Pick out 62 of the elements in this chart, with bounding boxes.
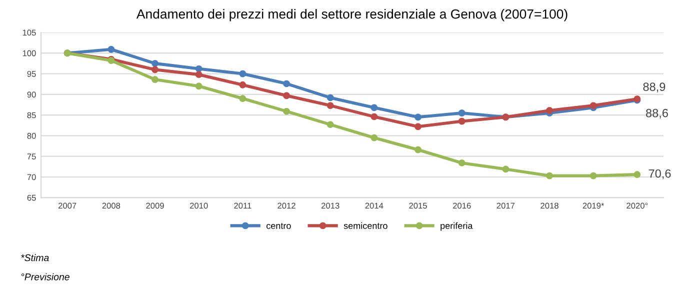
point <box>326 102 334 110</box>
point <box>370 134 378 142</box>
y-tick-label: 65 <box>27 194 36 201</box>
x-tick-label: 2014 <box>365 202 384 209</box>
point <box>152 66 158 74</box>
point <box>458 159 466 166</box>
point <box>414 146 422 154</box>
point <box>239 81 246 88</box>
point <box>283 108 290 115</box>
x-tick-label: 2010 <box>190 202 208 209</box>
point <box>546 107 553 114</box>
text: *Stima <box>21 254 49 262</box>
point <box>283 80 290 88</box>
point <box>546 172 553 180</box>
point <box>458 110 466 116</box>
x-tick-label: 2019* <box>582 202 604 209</box>
point <box>370 113 378 120</box>
y-tick-label: 75 <box>27 154 36 160</box>
x-tick-label: 2011 <box>234 202 252 209</box>
point <box>152 60 158 67</box>
data-label: 70,6 <box>648 169 671 180</box>
x-tick-label: 2017 <box>496 202 515 209</box>
point <box>502 166 510 173</box>
point <box>414 114 422 121</box>
y-tick-label: 90 <box>27 92 36 98</box>
point <box>152 76 158 84</box>
y-tick-label: 95 <box>27 70 36 77</box>
text: °Previsione <box>21 273 70 280</box>
point <box>370 104 378 112</box>
point <box>195 65 202 72</box>
point <box>239 95 246 102</box>
y-tick-label: 80 <box>27 132 36 139</box>
point <box>590 172 597 180</box>
point <box>195 71 202 78</box>
y-tick-label: 105 <box>22 30 36 36</box>
y-tick-label: 85 <box>27 112 36 118</box>
y-tick-label: 70 <box>27 174 36 180</box>
legend-label: periferia <box>440 222 473 231</box>
point <box>239 70 246 78</box>
chart-title: Andamento dei prezzi medi del settore residenziale a Genova (2007=100) <box>136 9 568 22</box>
point <box>108 46 115 53</box>
x-tick-label: 2013 <box>321 202 340 209</box>
x-tick-label: 2020° <box>626 202 648 209</box>
point <box>283 92 290 100</box>
x-tick-label: 2008 <box>102 202 120 209</box>
x-tick-label: 2009 <box>146 202 164 209</box>
point <box>326 94 334 102</box>
point <box>195 82 202 90</box>
point <box>326 121 334 128</box>
point <box>458 118 466 125</box>
x-tick-label: 2016 <box>452 202 471 209</box>
legend-label: centro <box>266 223 291 229</box>
point <box>414 123 422 130</box>
x-tick-label: 2007 <box>58 202 76 209</box>
legend-label: semicentro <box>344 222 388 229</box>
y-tick-label: 100 <box>22 50 36 56</box>
data-label: 88,9 <box>643 82 666 92</box>
x-tick-label: 2012 <box>278 202 296 209</box>
data-label: 88,6 <box>646 108 668 119</box>
x-tick-label: 2015 <box>409 202 427 209</box>
x-tick-label: 2018 <box>540 202 558 209</box>
point <box>634 171 641 178</box>
